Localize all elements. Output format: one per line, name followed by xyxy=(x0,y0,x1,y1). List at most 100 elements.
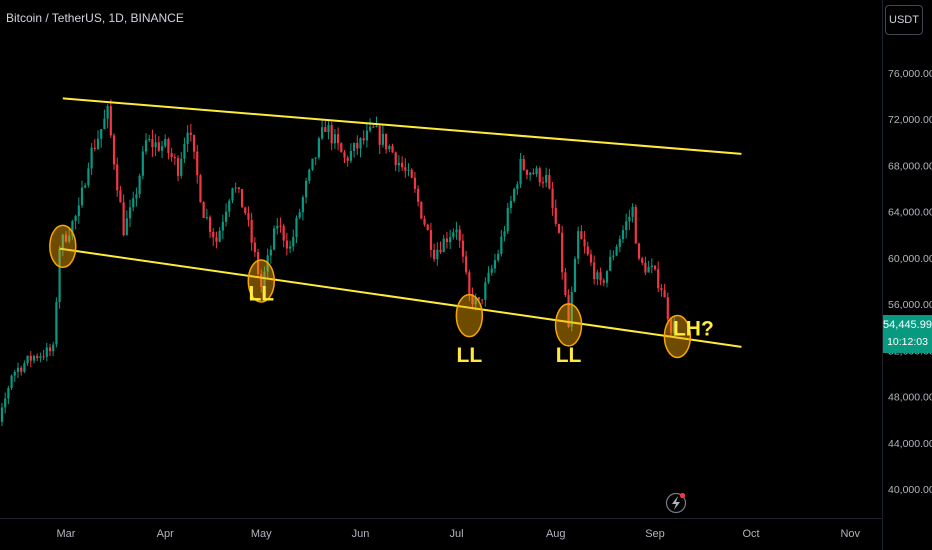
candle-body xyxy=(596,272,599,280)
time-axis: Mar Apr May Jun Jul Aug Sep Oct Nov xyxy=(57,528,861,540)
candle-body xyxy=(375,125,378,127)
candle-body xyxy=(388,145,391,150)
candle-body xyxy=(593,262,596,280)
candle-body xyxy=(247,213,250,220)
candle-body xyxy=(548,174,551,189)
candle-body xyxy=(359,138,362,149)
time-tick-label: Sep xyxy=(645,528,665,540)
candle-body xyxy=(311,158,314,170)
candle-body xyxy=(263,271,266,287)
candle-body xyxy=(615,246,618,256)
candle-body xyxy=(609,256,612,271)
annotation-label[interactable]: LL xyxy=(457,344,483,367)
annotation-label[interactable]: LH? xyxy=(673,317,714,340)
candle-body xyxy=(282,225,285,241)
candle-body xyxy=(272,228,276,250)
candle-body xyxy=(112,135,116,165)
candle-body xyxy=(589,254,593,263)
candle-body xyxy=(20,367,23,372)
candle-body xyxy=(208,217,212,232)
price-tick-label: 68,000.00 xyxy=(888,160,932,172)
candle-body xyxy=(122,202,125,236)
candle-body xyxy=(58,248,61,302)
candle-body xyxy=(77,205,80,216)
candle-body xyxy=(519,158,522,185)
annotation-label[interactable]: LL xyxy=(248,283,274,306)
candle-body xyxy=(551,188,554,208)
candle-body xyxy=(570,291,573,327)
candle-body xyxy=(522,158,525,170)
circle-marker[interactable] xyxy=(49,224,77,269)
candle-body xyxy=(330,125,333,144)
candle-body xyxy=(173,156,176,159)
candle-body xyxy=(183,143,186,159)
time-tick-label: Mar xyxy=(57,528,76,540)
candle-body xyxy=(103,118,106,130)
candle-body xyxy=(525,169,529,175)
candle-body xyxy=(433,249,436,260)
candle-body xyxy=(42,356,45,358)
candle-body xyxy=(567,295,570,327)
candle-body xyxy=(96,138,100,149)
candle-body xyxy=(74,215,77,222)
candle-body xyxy=(484,282,487,300)
candle-body xyxy=(292,237,295,247)
candle-body xyxy=(404,167,407,171)
candle-body xyxy=(260,274,263,287)
candle-body xyxy=(343,152,346,158)
candle-body xyxy=(157,142,160,151)
candle-body xyxy=(442,238,445,253)
candle-body xyxy=(317,138,320,158)
candle-body xyxy=(138,175,141,195)
candle-body xyxy=(410,169,413,178)
candle-body xyxy=(391,145,394,153)
candle-body xyxy=(327,125,330,132)
candle-body xyxy=(637,243,641,259)
candle-body xyxy=(320,127,324,139)
candle-body xyxy=(352,142,356,151)
candle-body xyxy=(641,258,644,263)
candle-body xyxy=(397,162,401,166)
candle-body xyxy=(573,258,577,292)
candle-body xyxy=(557,223,561,233)
annotation-label[interactable]: LL xyxy=(556,344,582,367)
candle-body xyxy=(535,168,538,175)
candle-body xyxy=(244,207,247,214)
lightning-bolt-icon[interactable] xyxy=(665,492,687,514)
candle-body xyxy=(36,355,39,358)
candle-body xyxy=(116,164,119,191)
trendline[interactable] xyxy=(62,97,742,155)
time-tick-label: May xyxy=(251,528,272,540)
candle-body xyxy=(106,106,109,119)
price-tick-label: 64,000.00 xyxy=(888,207,932,219)
candle-body xyxy=(346,157,349,161)
circle-marker[interactable] xyxy=(554,303,583,347)
candle-body xyxy=(634,206,637,244)
price-tick-label: 72,000.00 xyxy=(888,114,932,126)
circle-marker[interactable] xyxy=(455,293,484,338)
candle-body xyxy=(32,355,36,361)
candle-body xyxy=(192,134,196,152)
candle-body xyxy=(109,106,112,136)
candle-body xyxy=(10,375,13,389)
candle-body xyxy=(417,188,420,202)
candle-body xyxy=(465,256,468,273)
candle-body xyxy=(372,126,375,128)
candle-body xyxy=(516,184,519,190)
time-tick-label: Apr xyxy=(157,528,174,540)
candle-body xyxy=(618,239,621,247)
candle-body xyxy=(125,218,128,236)
candle-body xyxy=(301,197,304,213)
trendline[interactable] xyxy=(59,247,742,348)
candle-body xyxy=(554,207,557,224)
candle-body xyxy=(653,265,657,270)
circle-marker[interactable] xyxy=(663,314,692,359)
candle-body xyxy=(426,224,429,231)
candle-body xyxy=(196,151,199,176)
candle-body xyxy=(647,266,650,273)
price-tick-label: 56,000.00 xyxy=(888,299,932,311)
currency-button[interactable]: USDT xyxy=(885,5,923,35)
candle-body xyxy=(55,301,58,345)
circle-marker[interactable] xyxy=(247,259,276,303)
